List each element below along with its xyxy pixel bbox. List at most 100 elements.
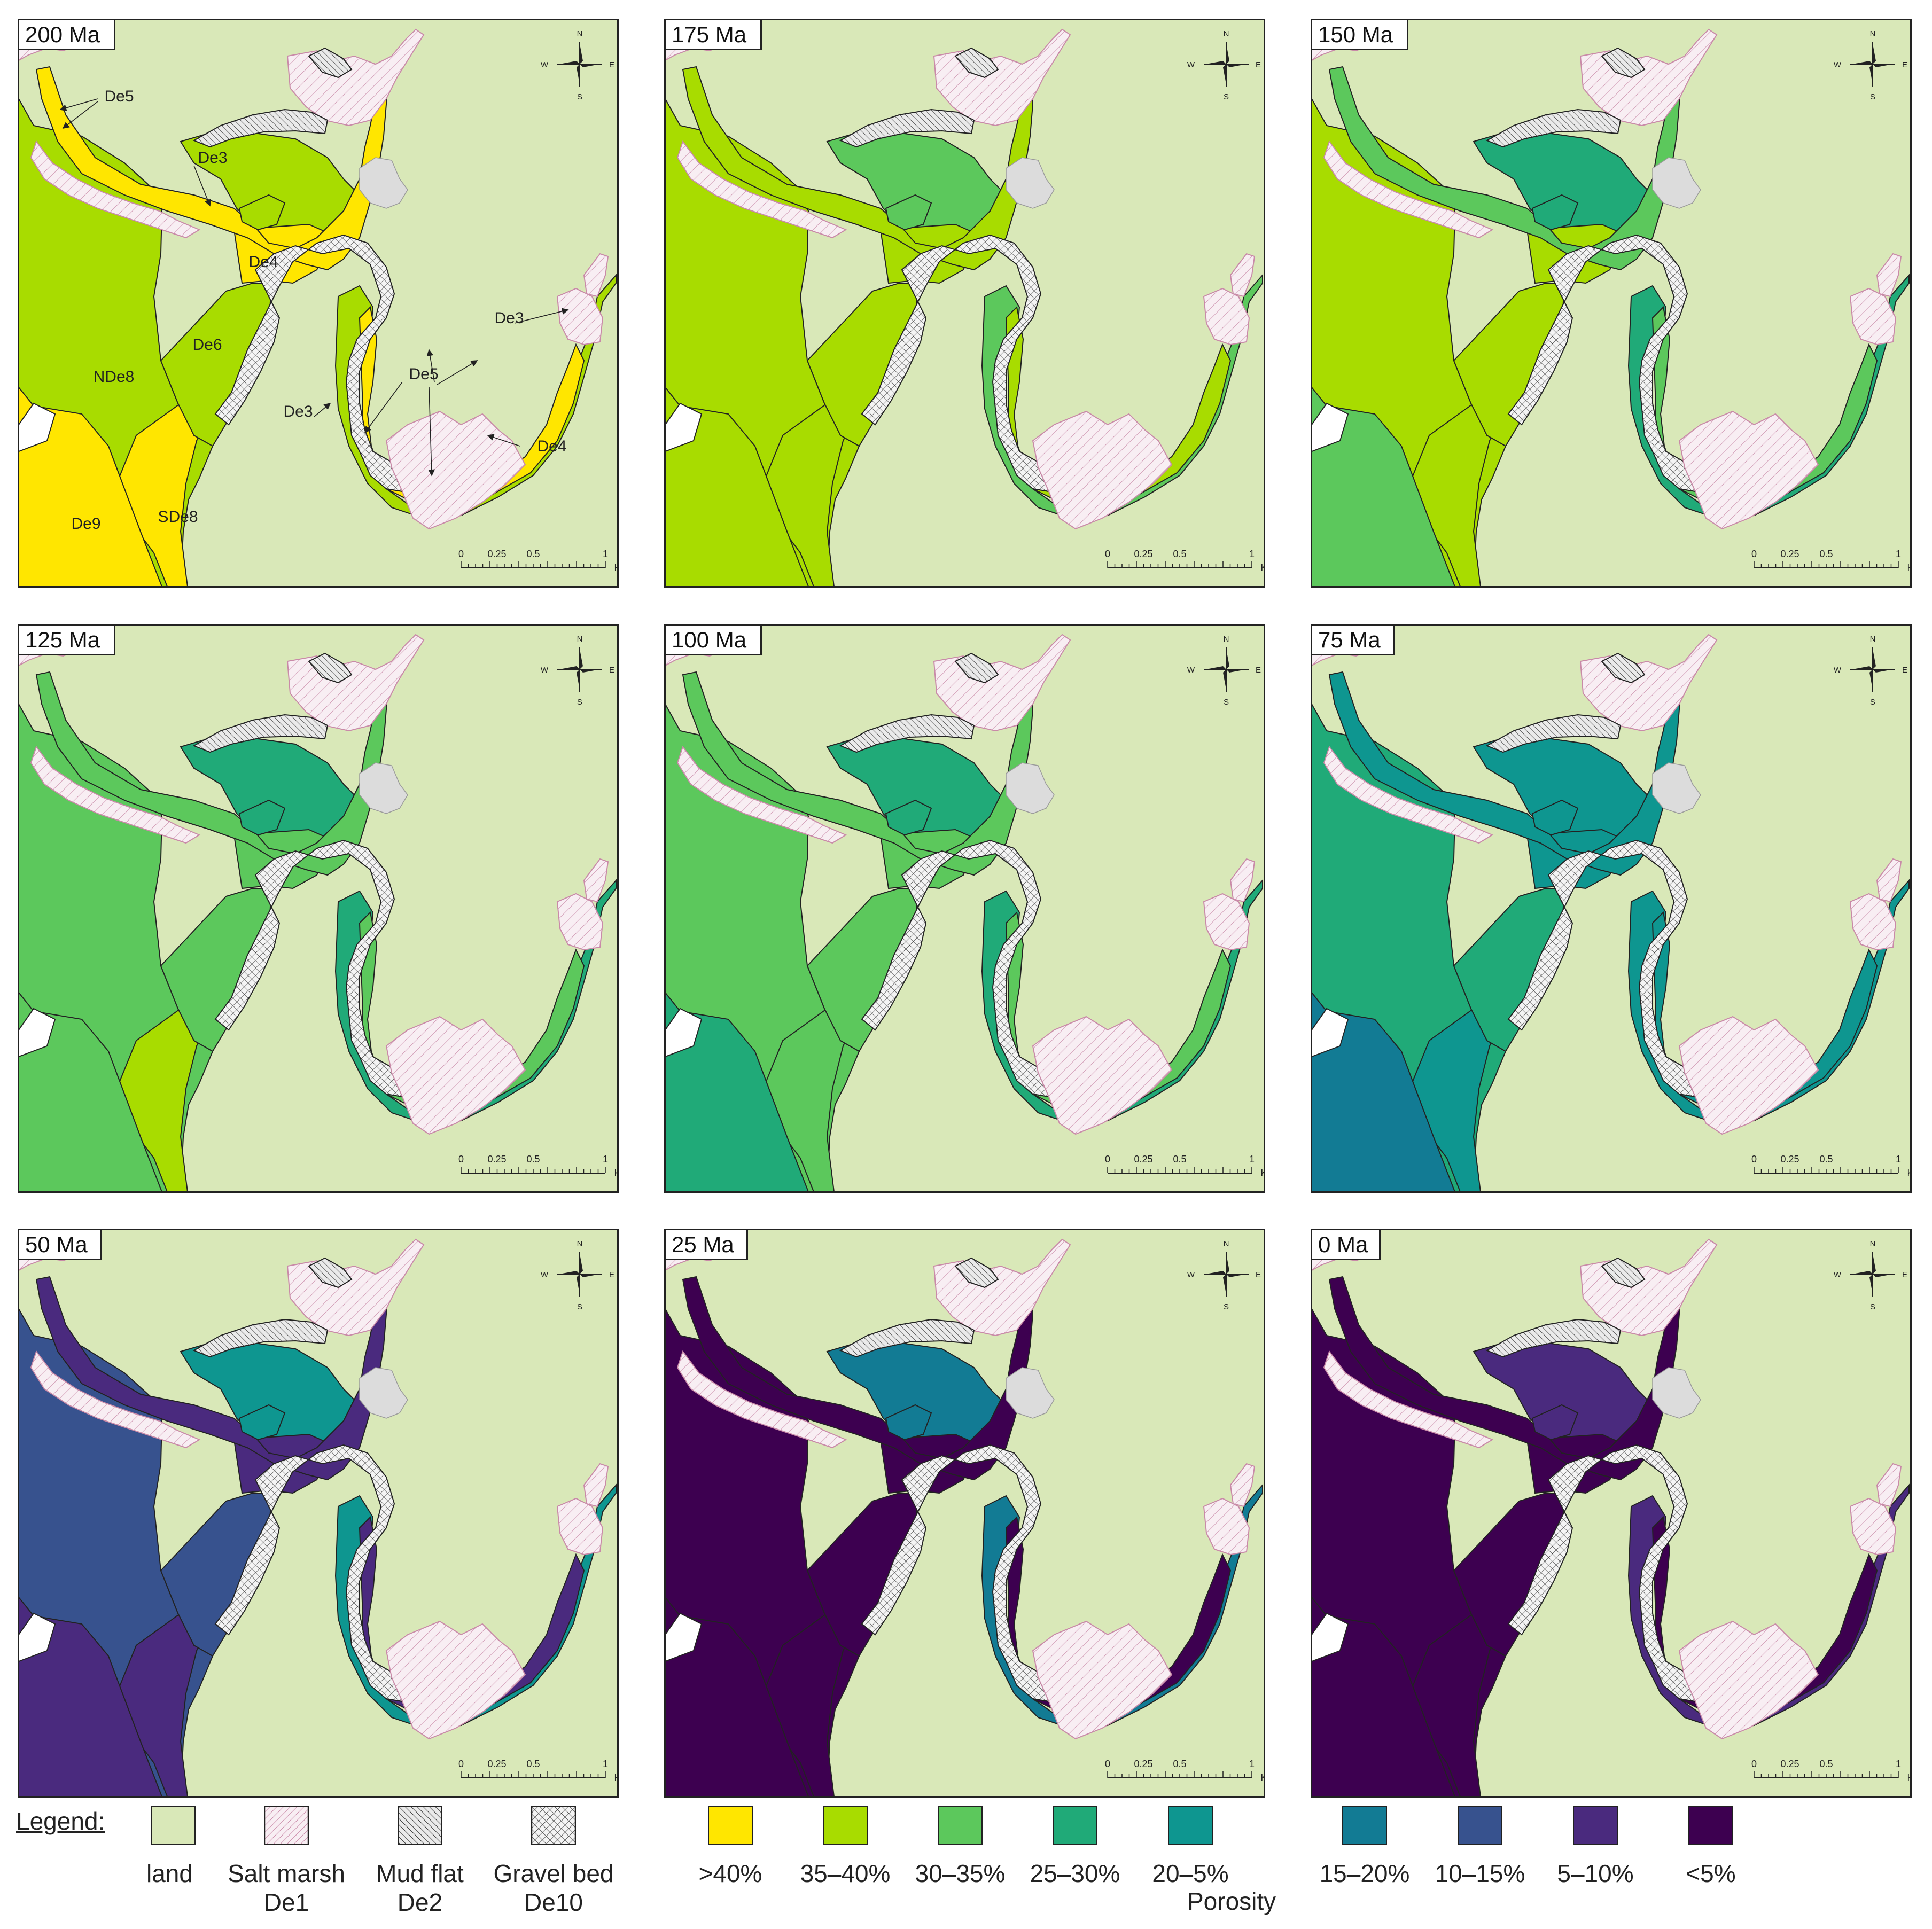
porosity-swatch [1342,1806,1387,1845]
unit-lake [1531,194,1579,231]
svg-text:1: 1 [1249,549,1255,559]
porosity-class-label: <5% [1686,1860,1736,1887]
map-panel-25-ma: 25 Ma N S E W 0 0.25 0.5 1 Km [664,1229,1265,1798]
svg-text:W: W [1187,666,1195,675]
svg-text:Km: Km [1261,1772,1266,1783]
svg-text:1: 1 [1249,1759,1255,1769]
svg-text:W: W [1834,1270,1842,1279]
porosity-class-label: 35–40% [800,1860,891,1887]
porosity-class-label: 30–35% [915,1860,1006,1887]
svg-text:S: S [1870,92,1875,101]
gravel-bed-area [214,1444,414,1702]
map-panel-200-ma: 200 Ma N S E W 0 0.25 0.5 1 Km De5 De3 De4 De6 NDe8 De3… [18,19,619,588]
svg-text:0.5: 0.5 [526,1154,540,1165]
panel-frame [1311,1229,1912,1798]
salt-marsh-area [1678,410,1819,530]
porosity-class-label: 5–10% [1557,1860,1634,1887]
svg-text:W: W [1834,666,1842,675]
panel-frame [1311,624,1912,1193]
unit-de5 [1651,1516,1878,1716]
svg-text:W: W [1187,1270,1195,1279]
salt-marsh-label: Salt marsh [228,1860,345,1887]
age-label-box [18,624,115,655]
panel-frame [664,19,1265,588]
panel-frame [18,1229,619,1798]
map-svg: 50 Ma N S E W 0 0.25 0.5 1 Km [18,1229,619,1798]
age-label: 125 Ma [25,627,100,652]
porosity-caption: Porosity [1187,1887,1276,1915]
svg-text:N: N [1224,29,1229,38]
salt-marsh-area [1229,253,1256,298]
svg-text:S: S [1870,1302,1875,1311]
map-panel-100-ma: 100 Ma N S E W 0 0.25 0.5 1 Km [664,624,1265,1193]
mud-flat-label: Mud flat [376,1860,464,1887]
svg-text:Km: Km [1907,1168,1912,1178]
salt-marsh-area [676,140,847,239]
unit-lake [238,799,286,836]
mud-flat-area [1601,652,1646,684]
age-label: 75 Ma [1318,627,1381,652]
svg-text:0.5: 0.5 [526,1759,540,1769]
gravel-bed-area [861,1444,1061,1702]
svg-text:1: 1 [603,1154,608,1165]
porosity-swatch [1688,1806,1733,1845]
porosity-class-label: 10–15% [1435,1860,1525,1887]
salt-marsh-area [385,1620,526,1740]
mud-flat-area [192,714,329,753]
salt-marsh-area [1229,1463,1256,1508]
age-label-box [664,19,762,50]
mud-flat-area [192,108,329,148]
porosity-swatch [708,1806,753,1845]
unclassified-area [359,1367,408,1419]
salt-marsh-area [1032,1016,1173,1135]
svg-text:N: N [1870,1239,1876,1248]
svg-text:1: 1 [1896,549,1901,559]
salt-marsh-area [556,287,604,346]
svg-text:0.25: 0.25 [1780,549,1799,559]
map-svg: 75 Ma N S E W 0 0.25 0.5 1 Km [1311,624,1912,1193]
age-label: 100 Ma [672,627,747,652]
mud-flat-area [1601,47,1646,79]
svg-text:0: 0 [458,1759,464,1769]
map-panel-0-ma: 0 Ma N S E W 0 0.25 0.5 1 Km [1311,1229,1912,1798]
svg-text:0.5: 0.5 [1173,549,1186,559]
label-leader-line [364,381,403,434]
svg-text:W: W [541,60,549,69]
north-arrow-icon: N S E W [1187,1239,1261,1311]
gravel-bed-code: De10 [524,1888,583,1916]
svg-text:Km: Km [614,1772,619,1783]
svg-text:S: S [1870,698,1875,707]
porosity-swatch [1458,1806,1502,1845]
svg-text:0.5: 0.5 [1819,1759,1833,1769]
north-arrow-icon: N S E W [1834,635,1907,707]
porosity-class-label: >40% [698,1860,762,1887]
mud-flat-area [839,714,975,753]
svg-text:E: E [609,666,614,675]
label-leader-line [487,434,520,447]
svg-text:S: S [1224,92,1229,101]
age-label: 0 Ma [1318,1232,1368,1257]
svg-text:Km: Km [614,1168,619,1178]
panel-frame [18,19,619,588]
map-svg: 100 Ma N S E W 0 0.25 0.5 1 Km [664,624,1265,1193]
unit-lake [885,1404,932,1441]
svg-text:1: 1 [1896,1759,1901,1769]
unclassified-area [1652,1367,1701,1419]
gravel-bed-area [1507,839,1707,1098]
legend: Legend: land Salt marsh De1 Mud flat De2… [0,1800,1932,1929]
svg-text:0.5: 0.5 [526,549,540,559]
unit-label-de3: De3 [283,403,313,420]
scale-bar: 0 0.25 0.5 1 Km [1751,549,1912,573]
porosity-swatch [1053,1806,1097,1845]
salt-marsh-area [1032,410,1173,530]
map-panel-75-ma: 75 Ma N S E W 0 0.25 0.5 1 Km [1311,624,1912,1193]
svg-text:Km: Km [1261,1168,1266,1178]
svg-text:E: E [1902,1270,1907,1279]
svg-text:S: S [577,1302,582,1311]
mud-flat-area [308,652,353,684]
unclassified-area [1006,157,1055,209]
unclassified-area [1652,762,1701,814]
map-svg: 200 Ma N S E W 0 0.25 0.5 1 Km De5 De3 De4 De6 NDe8 De3… [18,19,619,588]
svg-text:E: E [609,60,614,69]
svg-text:S: S [577,698,582,707]
